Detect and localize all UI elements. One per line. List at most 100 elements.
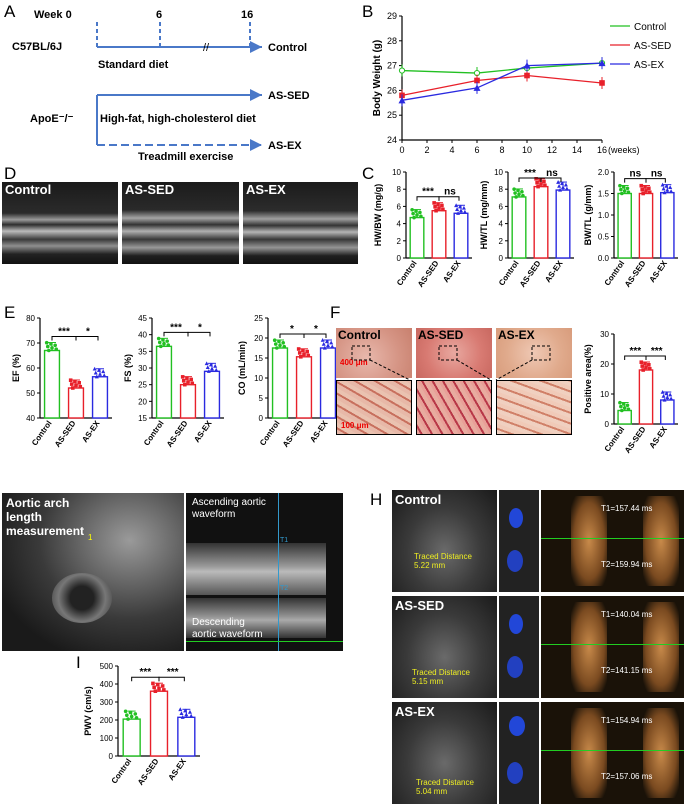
bar-point-as-sed	[190, 381, 195, 386]
bar-y-tick-label: 50	[26, 389, 35, 398]
bar-point-as-ex	[669, 189, 674, 193]
bar-point-control	[54, 347, 59, 351]
bar-y-axis-label: HW/BW (mg/g)	[373, 184, 383, 246]
bar-point-control	[281, 341, 285, 345]
bar-point-control	[410, 207, 414, 212]
sig-label: ns	[651, 169, 663, 180]
sig-label: ***	[422, 187, 434, 198]
bar-point-as-sed	[639, 360, 644, 364]
b-x-tick-label: 2	[424, 145, 429, 155]
histology-control-low: Control 400 μm	[336, 328, 412, 378]
aortic-waveform-image: Ascending aortic waveform T1 T2 Descendi…	[186, 493, 343, 651]
sig-label: *	[290, 324, 294, 335]
bar-point-as-sed	[151, 681, 155, 686]
panel-letter-D: D	[4, 164, 17, 183]
bar-point-control	[275, 346, 279, 350]
bar-point-as-ex	[662, 397, 667, 402]
cursor-line	[278, 493, 279, 651]
histology-zoom-lines	[351, 345, 551, 381]
bar-point-control	[159, 344, 163, 349]
bar-point-control	[47, 348, 51, 353]
bar-point-as-ex	[563, 182, 568, 187]
bar-point-as-ex	[214, 367, 219, 372]
bar-point-control	[157, 340, 162, 345]
bar-point-as-sed	[432, 201, 436, 205]
bar-y-tick-label: 0.0	[598, 254, 610, 263]
bar-point-control	[520, 189, 524, 194]
bar-point-as-sed	[68, 378, 73, 382]
hfhc-diet-label: High-fat, high-cholesterol diet	[100, 113, 256, 125]
bar-point-as-ex	[93, 370, 98, 375]
aortic-arch-shape	[52, 573, 112, 623]
bar-point-as-ex	[456, 211, 461, 215]
bar-category-label-as-ex: AS-EX	[80, 418, 102, 444]
bar-point-as-sed	[536, 184, 540, 189]
panel-letter-C: C	[362, 164, 375, 183]
as-ex-group-label: AS-EX	[268, 140, 302, 152]
bar-y-tick-label: 40	[138, 331, 147, 340]
bar-y-axis-label: EF (%)	[11, 354, 21, 382]
h-control-label: Control	[395, 492, 442, 507]
bar-as-ex	[660, 399, 675, 425]
bar-point-as-sed	[181, 378, 186, 383]
bar-point-control	[126, 717, 130, 721]
bar-point-as-sed	[69, 382, 74, 386]
h-control-traced: Traced Distance 5.22 mm	[414, 552, 472, 570]
bar-y-axis-label: CO (mL/min)	[237, 341, 247, 395]
bar-y-axis-label: HW/TL (mg/mm)	[479, 181, 489, 250]
bar-y-tick-label: 25	[254, 314, 263, 323]
b-point-control	[398, 67, 406, 74]
scale-bar-100: 100 μm	[341, 421, 369, 430]
bar-point-as-sed	[440, 203, 444, 208]
b-x-tick-label: 12	[547, 145, 557, 155]
bar-point-as-ex	[189, 713, 194, 718]
bar-point-control	[514, 195, 518, 199]
bar-point-as-ex	[661, 186, 666, 191]
as-sed-group-label: AS-SED	[268, 90, 310, 102]
bar-point-as-ex	[556, 180, 561, 184]
bar-y-tick-label: 10	[254, 374, 263, 383]
h-as-sed-traced: Traced Distance 5.15 mm	[412, 668, 470, 686]
bar-as-sed	[67, 387, 85, 419]
sig-label: *	[198, 322, 202, 333]
bar-point-as-sed	[297, 351, 302, 355]
bar-point-control	[272, 338, 277, 342]
bar-point-control	[516, 188, 520, 193]
h-as-sed-doppler	[499, 596, 539, 698]
echo-image-control: Control	[2, 182, 118, 264]
bar-point-as-sed	[73, 379, 77, 384]
bw-tl-chart: 0.00.51.01.52.0BW/TL (g/mm)ControlAS-SED…	[583, 168, 678, 289]
bar-point-control	[619, 187, 623, 192]
panel-h-row-as-ex: AS-EX Traced Distance 5.04 mm T1=154.94 …	[392, 702, 684, 804]
b-point-as-ex	[398, 96, 406, 104]
b-y-tick-label: 24	[387, 135, 397, 145]
bar-y-tick-label: 200	[100, 716, 114, 725]
bar-point-as-ex	[92, 366, 97, 371]
bar-y-tick-label: 0	[259, 414, 264, 423]
bar-point-control	[512, 187, 516, 191]
bar-as-sed	[638, 369, 654, 425]
bar-point-control	[620, 408, 624, 413]
bar-point-control	[128, 710, 133, 715]
bar-point-as-ex	[664, 391, 669, 396]
bar-category-label-control: Control	[30, 419, 54, 447]
bar-point-as-ex	[665, 395, 670, 399]
bar-y-tick-label: 10	[392, 168, 401, 177]
bar-category-label-as-sed: AS-SED	[53, 419, 78, 449]
bar-point-as-ex	[178, 707, 183, 712]
h-control-t1: T1=157.44 ms	[601, 504, 653, 513]
bar-point-as-ex	[560, 181, 565, 186]
sig-label: *	[86, 327, 90, 338]
bar-y-axis-label: FS (%)	[123, 354, 133, 382]
bar-y-tick-label: 5	[259, 394, 264, 403]
b-y-tick-label: 25	[387, 110, 397, 120]
bar-y-tick-label: 45	[138, 314, 147, 323]
bar-point-as-ex	[184, 712, 189, 717]
panel-a-study-design: Week 0 6 16 C57BL/6J // Control Standard…	[12, 9, 310, 163]
bar-y-tick-label: 300	[100, 698, 114, 707]
bar-y-axis-label: BW/TL (g/mm)	[583, 185, 593, 246]
bar-point-as-sed	[185, 376, 189, 380]
bar-category-label-control: Control	[258, 419, 282, 447]
